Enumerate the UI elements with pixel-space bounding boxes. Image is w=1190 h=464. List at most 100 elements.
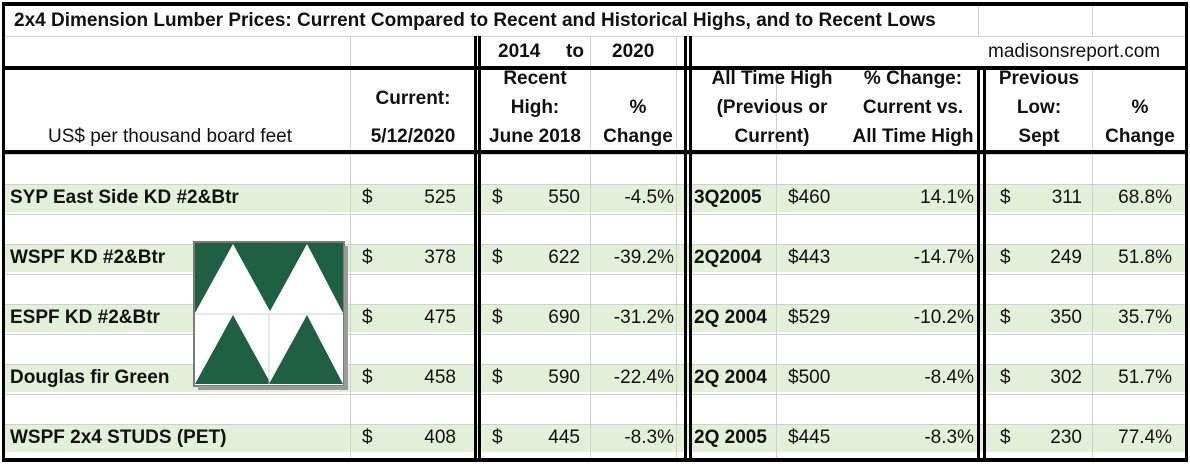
row-recent-high-currency: $	[492, 427, 503, 448]
grid-line	[350, 36, 351, 460]
header-previous-low-line3: Sept	[1018, 126, 1060, 147]
header-pct-change-line2: Change	[603, 126, 673, 147]
row-recent-high-price: 445	[548, 427, 580, 448]
row-ath-date: 2Q 2004	[694, 307, 767, 328]
grid-line	[4, 304, 1186, 305]
border	[478, 36, 481, 460]
grid-line	[4, 364, 1186, 365]
row-pct-change-low: 51.8%	[1118, 247, 1172, 268]
border	[684, 36, 687, 460]
row-product-name: WSPF KD #2&Btr	[10, 247, 166, 268]
row-pct-change-recent: -8.3%	[624, 427, 674, 448]
grid-line	[978, 4, 979, 36]
row-ath-price: $443	[788, 247, 831, 268]
grid-line	[1092, 4, 1093, 36]
row-pct-change-recent: -22.4%	[613, 367, 674, 388]
row-ath-date: 3Q2005	[694, 187, 762, 208]
row-ath-price: $500	[788, 367, 831, 388]
row-low-currency: $	[1000, 187, 1011, 208]
row-low-currency: $	[1000, 367, 1011, 388]
row-recent-high-price: 590	[548, 367, 580, 388]
header-pct-change-line1: %	[629, 97, 647, 118]
source-label: madisonsreport.com	[988, 41, 1161, 62]
border	[689, 36, 692, 460]
row-recent-high-price: 550	[548, 187, 580, 208]
grid-line	[4, 214, 1186, 215]
range-from: 2014	[498, 41, 541, 62]
row-pct-change-ath: -8.4%	[924, 367, 974, 388]
row-pct-change-recent: -4.5%	[624, 187, 674, 208]
row-product-name: WSPF 2x4 STUDS (PET)	[10, 427, 227, 448]
header-pct-ath-line3: All Time High	[852, 126, 974, 147]
grid-line	[4, 334, 1186, 335]
border	[1185, 2, 1188, 462]
header-pct-ath-line1: % Change:	[863, 68, 963, 89]
row-product-name: ESPF KD #2&Btr	[10, 307, 160, 328]
header-recent-high-line3: June 2018	[489, 126, 581, 147]
row-current-price: 525	[424, 187, 456, 208]
grid-line	[4, 36, 1186, 37]
row-ath-price: $460	[788, 187, 831, 208]
row-current-price: 378	[424, 247, 456, 268]
border	[983, 66, 986, 460]
grid-line	[4, 424, 1186, 425]
border	[2, 2, 1188, 6]
row-recent-high-currency: $	[492, 307, 503, 328]
header-ath-line2: (Previous or	[716, 97, 828, 118]
row-ath-date: 2Q 2005	[694, 427, 767, 448]
row-ath-date: 2Q 2004	[694, 367, 767, 388]
header-recent-high-line2: High:	[510, 97, 560, 118]
row-previous-low: 311	[1051, 187, 1082, 208]
grid-line	[4, 394, 1186, 395]
header-previous-low-line1: Previous	[998, 68, 1080, 89]
row-current-currency: $	[362, 307, 373, 328]
row-product-name: Douglas fir Green	[10, 367, 170, 388]
grid-line	[676, 36, 677, 460]
row-low-currency: $	[1000, 427, 1011, 448]
row-previous-low: 350	[1050, 307, 1082, 328]
row-ath-price: $445	[788, 427, 831, 448]
row-current-price: 475	[424, 307, 456, 328]
row-pct-change-recent: -31.2%	[613, 307, 674, 328]
table-title: 2x4 Dimension Lumber Prices: Current Com…	[14, 10, 936, 31]
row-low-currency: $	[1000, 307, 1011, 328]
row-current-price: 458	[424, 367, 456, 388]
grid-line	[1092, 70, 1093, 460]
header-previous-low-line2: Low:	[1016, 97, 1062, 118]
row-ath-price: $529	[788, 307, 831, 328]
header-ath-line1: All Time High	[711, 68, 833, 89]
row-pct-change-low: 35.7%	[1118, 307, 1172, 328]
row-pct-change-recent: -39.2%	[613, 247, 674, 268]
header-recent-high-line1: Recent	[503, 68, 567, 89]
grid-line	[776, 70, 777, 460]
border	[2, 66, 1188, 70]
madisons-triangle-logo-icon	[190, 238, 348, 390]
border	[977, 66, 980, 460]
header-pct-low-line1: %	[1131, 97, 1149, 118]
grid-line	[4, 274, 1186, 275]
row-pct-change-low: 77.4%	[1118, 427, 1172, 448]
row-pct-change-ath: -14.7%	[913, 247, 974, 268]
border	[474, 36, 477, 460]
border	[2, 2, 5, 462]
row-low-currency: $	[1000, 247, 1011, 268]
header-current-line2: 5/12/2020	[370, 126, 456, 147]
row-current-currency: $	[362, 427, 373, 448]
row-pct-change-low: 51.7%	[1118, 367, 1172, 388]
row-previous-low: 230	[1050, 427, 1082, 448]
row-recent-high-price: 622	[548, 247, 580, 268]
row-previous-low: 249	[1050, 247, 1082, 268]
range-to-word: to	[566, 41, 584, 62]
row-product-name: SYP East Side KD #2&Btr	[10, 187, 239, 208]
row-current-currency: $	[362, 247, 373, 268]
border	[2, 458, 1188, 462]
row-recent-high-currency: $	[492, 367, 503, 388]
row-recent-high-currency: $	[492, 247, 503, 268]
grid-line	[590, 36, 591, 460]
row-ath-date: 2Q2004	[694, 247, 762, 268]
row-pct-change-ath: -8.3%	[924, 427, 974, 448]
row-current-currency: $	[362, 367, 373, 388]
row-pct-change-low: 68.8%	[1118, 187, 1172, 208]
row-pct-change-ath: 14.1%	[920, 187, 974, 208]
